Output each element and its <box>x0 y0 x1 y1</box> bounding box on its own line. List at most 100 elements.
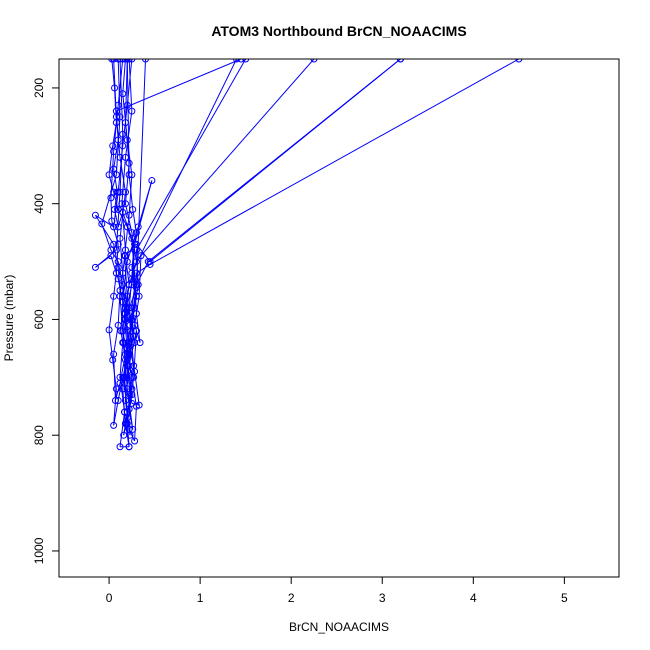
y-axis-label: Pressure (mbar) <box>2 275 16 362</box>
series-line-segment <box>128 59 133 112</box>
series-line-segment <box>124 342 130 378</box>
data-point <box>105 326 113 334</box>
series-line-segment <box>108 329 114 361</box>
data-point <box>123 136 131 144</box>
data-point <box>123 368 131 376</box>
series-line-segment <box>113 400 119 426</box>
series-line-segment <box>126 423 130 447</box>
data-point <box>114 258 122 266</box>
data-point <box>128 391 136 399</box>
data-point <box>132 310 140 318</box>
series-line-segment <box>111 59 116 88</box>
data-point <box>116 379 124 387</box>
series-line-segment <box>131 402 140 406</box>
data-point <box>112 119 120 127</box>
series-line-segment <box>128 278 133 308</box>
data-point <box>119 385 127 393</box>
y-axis: 200 400 600 800 1000 <box>32 78 60 564</box>
data-point <box>119 59 127 63</box>
data-point <box>242 59 250 63</box>
data-point <box>109 142 117 150</box>
series-line-segment <box>124 163 130 204</box>
series-line-segment <box>124 255 128 297</box>
series-line-segment <box>115 116 121 175</box>
data-point <box>132 240 140 248</box>
data-point <box>121 119 129 127</box>
data-point <box>121 396 129 404</box>
data-point <box>110 240 118 248</box>
series-line-segment <box>108 145 114 175</box>
y-tick-label: 600 <box>32 309 46 329</box>
data-point <box>148 177 156 185</box>
data-point <box>116 443 124 451</box>
data-point <box>123 59 131 63</box>
data-point <box>128 373 136 381</box>
data-point <box>126 321 134 329</box>
data-point <box>116 113 124 121</box>
data-point <box>132 229 140 237</box>
series-line-segment <box>122 388 126 413</box>
series-line-segment <box>131 232 137 268</box>
data-point <box>123 408 131 416</box>
plot-area <box>91 59 523 451</box>
data-point <box>125 211 133 219</box>
data-point <box>137 252 145 260</box>
series-line-segment <box>122 93 128 141</box>
data-point <box>110 188 118 196</box>
data-point <box>132 292 140 300</box>
data-point <box>128 263 136 271</box>
data-point <box>114 59 122 63</box>
series-line-segment <box>128 377 135 410</box>
x-axis-label: BrCN_NOAACIMS <box>289 620 389 634</box>
series-line-segment <box>94 215 115 245</box>
data-point <box>122 420 130 428</box>
data-point <box>237 59 245 63</box>
series-line-segment <box>126 226 136 251</box>
data-point <box>113 188 121 196</box>
series-line-segment <box>128 330 137 366</box>
data-point <box>116 153 124 161</box>
series-line-segment <box>135 59 247 251</box>
data-point <box>121 59 129 63</box>
data-point <box>107 194 115 202</box>
data-point <box>128 281 136 289</box>
chart-title: ATOM3 Northbound BrCN_NOAACIMS <box>211 23 466 39</box>
data-point <box>120 339 128 347</box>
series-line-segment <box>124 313 130 343</box>
data-point <box>124 339 132 347</box>
data-point <box>108 59 116 63</box>
data-point <box>515 59 523 63</box>
series-line-segment <box>129 325 135 366</box>
data-point <box>114 223 122 231</box>
data-point <box>132 258 140 266</box>
data-point <box>114 321 122 329</box>
series-line-segment <box>149 59 401 262</box>
data-point <box>110 223 118 231</box>
y-tick-label: 800 <box>32 425 46 445</box>
data-point <box>119 90 127 98</box>
data-point <box>119 208 127 216</box>
series-line-segment <box>108 296 115 330</box>
series-line-segment <box>110 255 119 280</box>
data-point <box>111 84 119 92</box>
series-line-segment <box>121 203 126 251</box>
data-point <box>112 246 120 254</box>
series-line-segment <box>110 249 119 262</box>
data-point <box>105 171 113 179</box>
data-point <box>125 281 133 289</box>
data-point <box>125 304 133 312</box>
data-point <box>136 339 144 347</box>
data-point <box>310 59 318 63</box>
x-tick-label: 4 <box>470 591 477 605</box>
data-point <box>118 200 126 208</box>
data-point <box>110 165 118 173</box>
data-point <box>128 234 136 242</box>
series-line-segment <box>140 59 315 257</box>
series-line-segment <box>101 223 112 251</box>
data-point <box>119 327 127 335</box>
data-point <box>123 385 131 393</box>
series-line-segment <box>134 406 137 442</box>
data-point <box>119 130 127 138</box>
data-point <box>121 252 129 260</box>
data-point <box>91 263 99 271</box>
